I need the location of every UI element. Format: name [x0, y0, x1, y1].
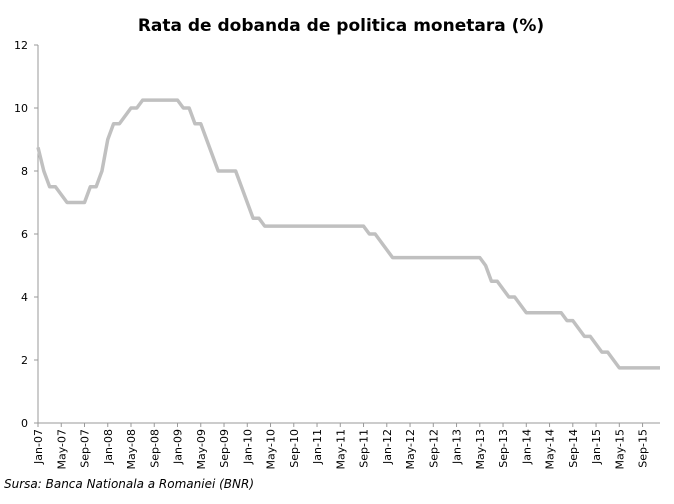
x-tick-label: Jan-14: [520, 429, 533, 465]
x-tick-label: Jan-15: [590, 429, 603, 465]
x-tick-label: May-12: [404, 429, 417, 470]
x-tick-label: Sep-13: [497, 429, 510, 468]
x-tick-label: Jan-08: [102, 429, 115, 465]
x-tick-label: May-13: [474, 429, 487, 470]
y-tick-label: 12: [14, 39, 28, 52]
x-tick-label: Sep-08: [148, 429, 161, 468]
x-tick-label: Jan-09: [172, 429, 185, 465]
y-tick-label: 8: [21, 165, 28, 178]
x-tick-label: Sep-12: [427, 429, 440, 468]
x-tick-label: May-15: [613, 429, 626, 470]
x-tick-label: May-07: [55, 429, 68, 470]
x-tick-label: Jan-13: [451, 429, 464, 465]
x-tick-label: Sep-11: [358, 429, 371, 468]
x-tick-label: Jan-11: [311, 429, 324, 465]
x-tick-label: May-08: [125, 429, 138, 470]
x-tick-label: Jan-10: [241, 429, 254, 465]
x-tick-label: Sep-07: [79, 429, 92, 468]
y-tick-label: 10: [14, 102, 28, 115]
y-tick-label: 6: [21, 228, 28, 241]
x-tick-label: Sep-09: [218, 429, 231, 468]
x-tick-label: Jan-07: [32, 429, 45, 465]
x-tick-label: May-10: [265, 429, 278, 470]
x-tick-label: May-14: [544, 429, 557, 470]
y-tick-label: 0: [21, 417, 28, 430]
x-tick-label: Sep-14: [567, 429, 580, 468]
source-note: Sursa: Banca Nationala a Romaniei (BNR): [4, 477, 254, 491]
y-tick-label: 4: [21, 291, 28, 304]
x-tick-label: May-11: [334, 429, 347, 470]
x-tick-label: Sep-10: [288, 429, 301, 468]
x-tick-label: May-09: [195, 429, 208, 470]
x-tick-label: Sep-15: [637, 429, 650, 468]
y-tick-label: 2: [21, 354, 28, 367]
data-line: [36, 98, 660, 370]
chart-title: Rata de dobanda de politica monetara (%): [138, 16, 544, 36]
x-tick-label: Jan-12: [381, 429, 394, 465]
